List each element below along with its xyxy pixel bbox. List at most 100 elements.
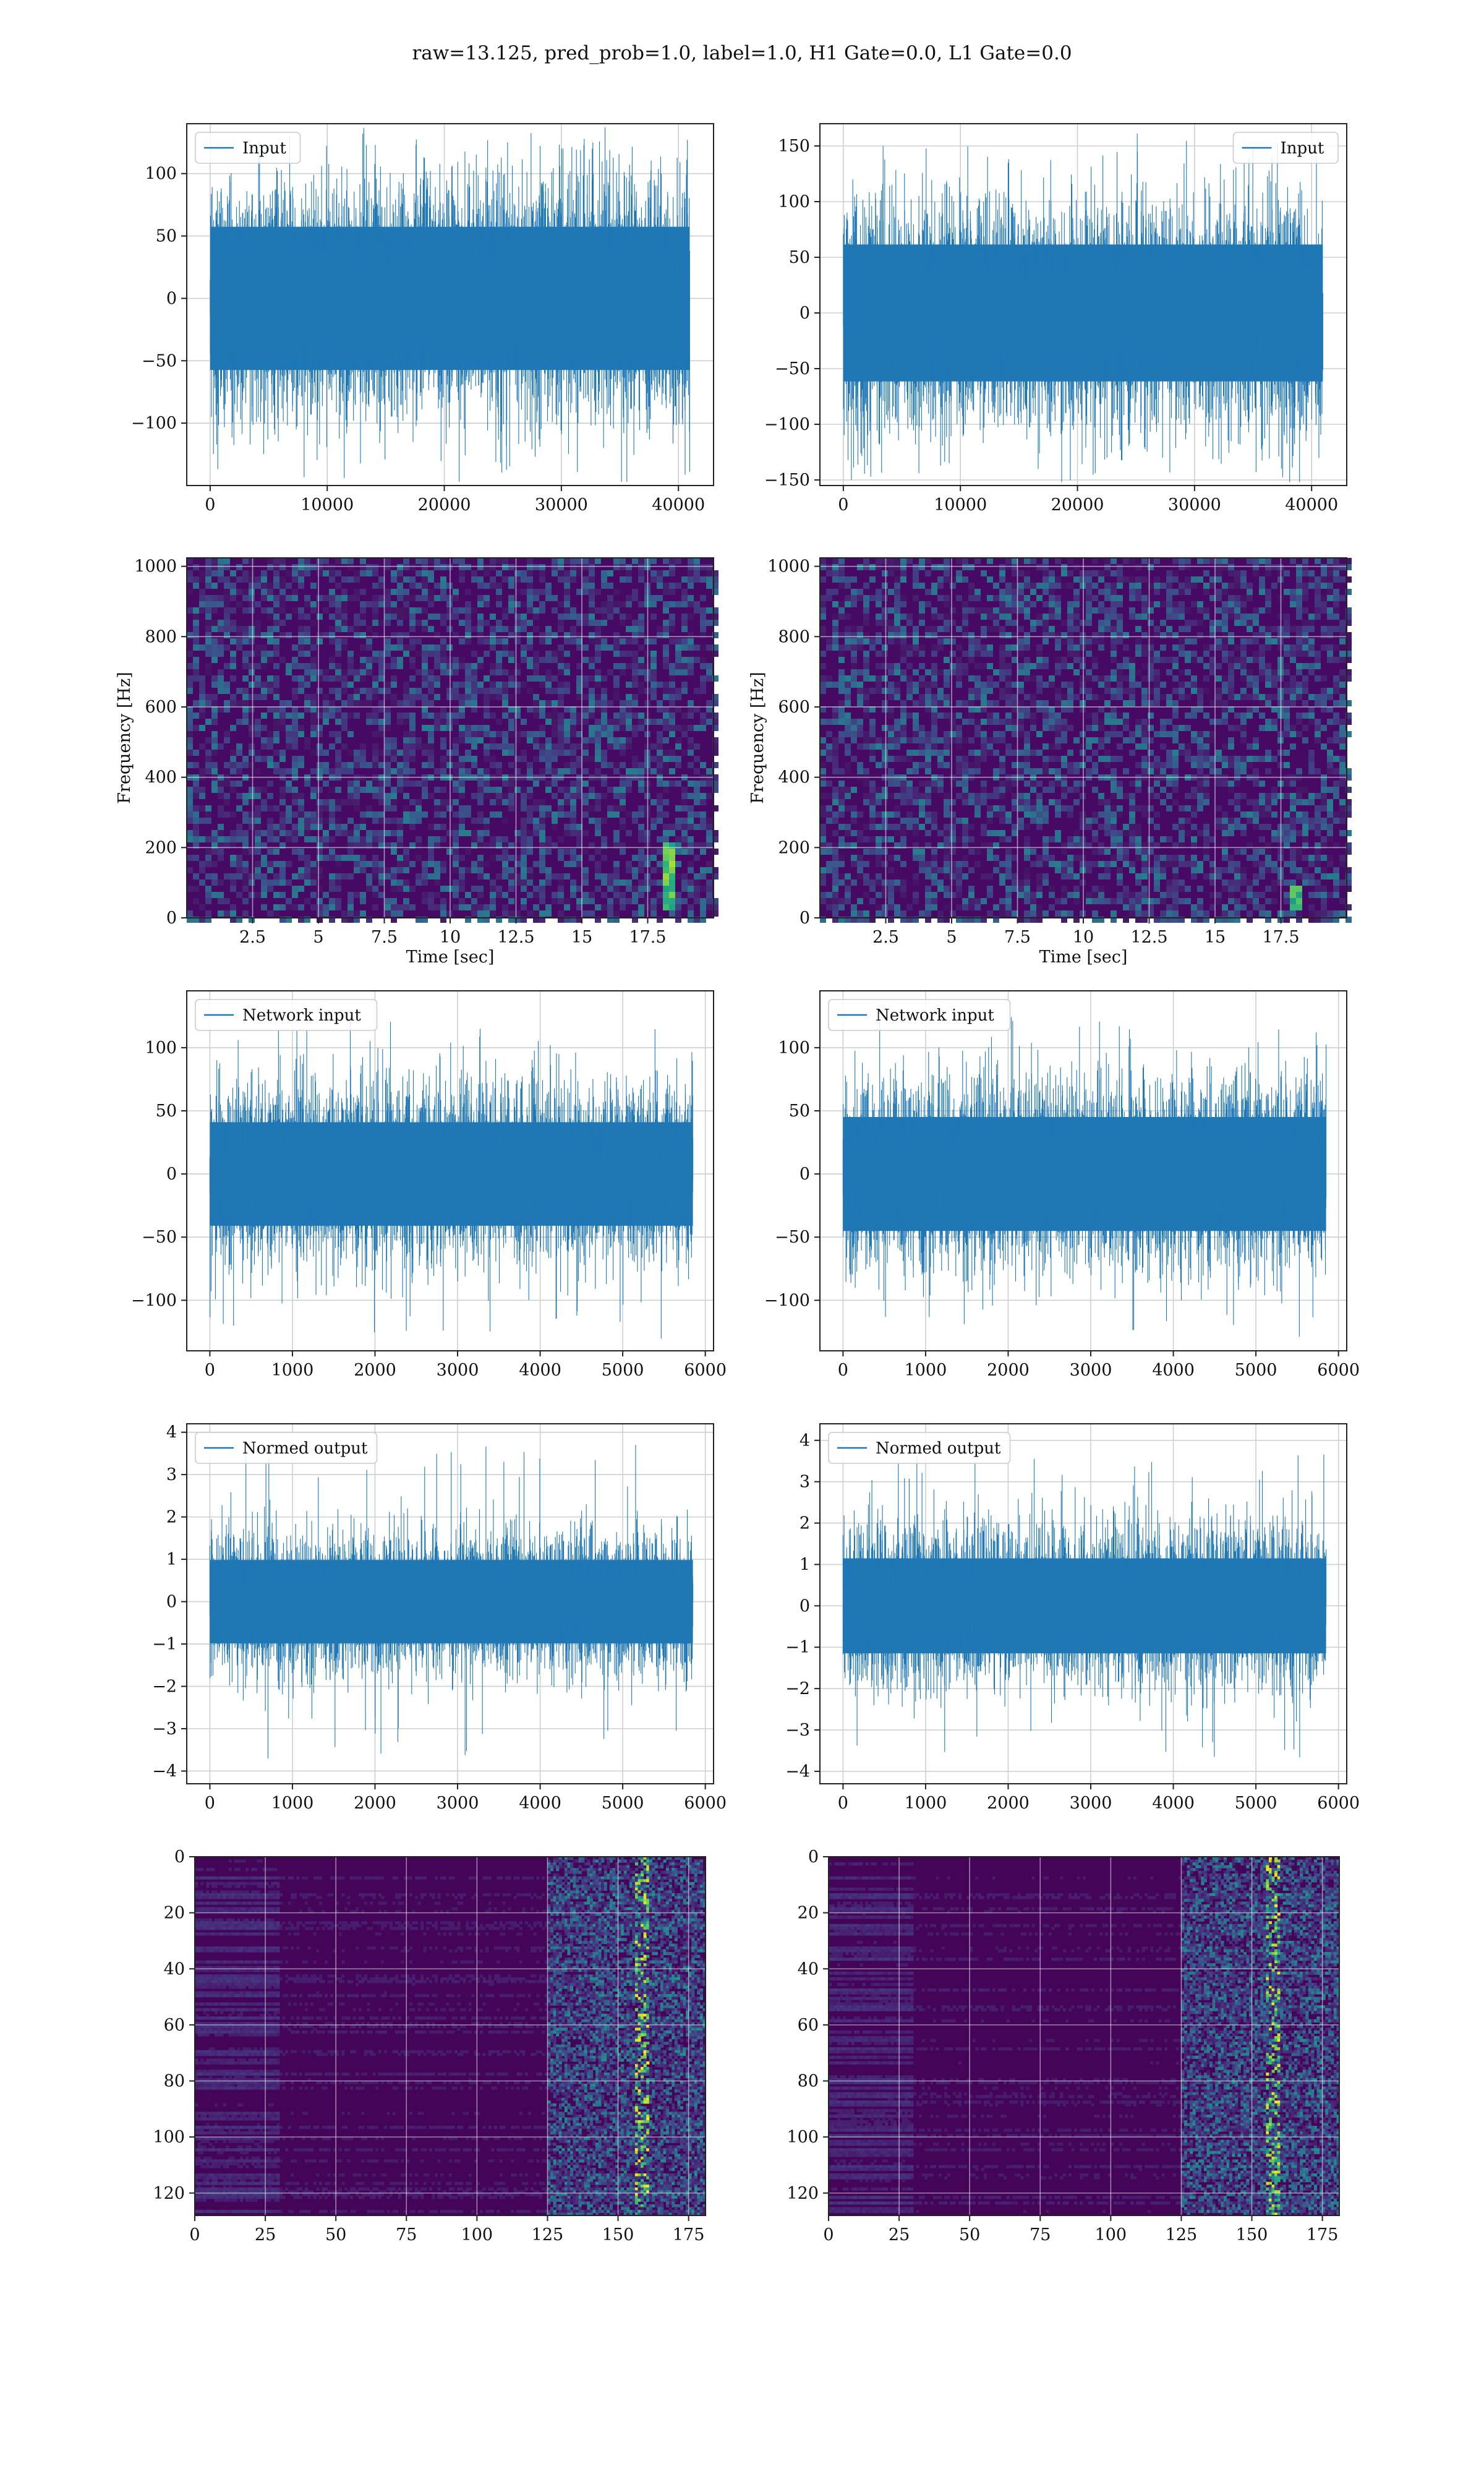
heatmap-cell (1030, 601, 1036, 607)
heatmap-cell (906, 682, 913, 688)
heatmap-cell (582, 743, 589, 750)
heatmap-cell (1061, 725, 1067, 731)
heatmap-cell (1315, 737, 1321, 743)
heatmap-cell (298, 688, 304, 694)
heatmap-cell (416, 842, 422, 849)
heatmap-cell (1333, 558, 1339, 564)
heatmap-cell (1135, 595, 1141, 601)
heatmap-cell (845, 688, 851, 694)
heatmap-cell (193, 644, 199, 651)
heatmap-cell (273, 805, 279, 811)
heatmap-cell (533, 917, 539, 923)
heatmap-cell (944, 558, 950, 564)
heatmap-cell (545, 756, 552, 762)
heatmap-cell (267, 589, 273, 595)
heatmap-cell (869, 793, 876, 799)
heatmap-cell (894, 576, 900, 583)
heatmap-cell (1049, 799, 1055, 805)
heatmap-cell (440, 805, 446, 811)
heatmap-cell (1129, 799, 1135, 805)
heatmap-cell (261, 570, 267, 576)
heatmap-cell (403, 818, 409, 824)
heatmap-cell (539, 700, 545, 706)
heatmap-cell (925, 781, 931, 787)
heatmap-cell (552, 570, 558, 576)
heatmap-cell (688, 632, 694, 638)
heatmap-cell (242, 626, 249, 632)
heatmap-cell (570, 719, 576, 725)
heatmap-cell (416, 694, 422, 700)
heatmap-cell (1135, 669, 1141, 675)
heatmap-cell (919, 614, 925, 620)
heatmap-cell (1228, 781, 1234, 787)
heatmap-cell (527, 620, 533, 626)
heatmap-cell (490, 626, 496, 632)
heatmap-cell (626, 570, 632, 576)
heatmap-cell (205, 892, 211, 898)
heatmap-cell (453, 632, 459, 638)
heatmap-cell (558, 910, 564, 917)
heatmap-cell (620, 880, 626, 886)
heatmap-cell (267, 880, 273, 886)
heatmap-cell (267, 824, 273, 830)
heatmap-cell (595, 644, 601, 651)
heatmap-cell (205, 836, 211, 842)
heatmap-cell (1080, 781, 1086, 787)
heatmap-cell (409, 725, 416, 731)
heatmap-cell (440, 595, 446, 601)
heatmap-cell (1061, 632, 1067, 638)
heatmap-cell (255, 805, 261, 811)
y-tick-label: −100 (131, 414, 177, 433)
heatmap-cell (663, 682, 669, 688)
heatmap-cell (477, 799, 484, 805)
heatmap-cell (416, 620, 422, 626)
heatmap-cell (1179, 607, 1185, 614)
heatmap-cell (514, 638, 521, 644)
heatmap-cell (317, 768, 323, 774)
heatmap-cell (589, 576, 595, 583)
heatmap-cell (968, 638, 974, 644)
heatmap-cell (1141, 700, 1148, 706)
heatmap-cell (471, 867, 477, 873)
heatmap-cell (187, 737, 193, 743)
heatmap-cell (348, 849, 354, 855)
heatmap-cell (527, 688, 533, 694)
heatmap-cell (706, 700, 712, 706)
heatmap-cell (249, 824, 255, 830)
heatmap-cell (428, 731, 434, 737)
heatmap-cell (1203, 644, 1209, 651)
heatmap-cell (944, 743, 950, 750)
heatmap-cell (675, 657, 681, 663)
heatmap-cell (1259, 694, 1265, 700)
heatmap-cell (428, 713, 434, 719)
heatmap-cell (1222, 589, 1228, 595)
heatmap-cell (434, 892, 440, 898)
heatmap-cell (832, 632, 838, 638)
heatmap-cell (310, 873, 317, 880)
heatmap-cell (1333, 700, 1339, 706)
heatmap-cell (1117, 583, 1123, 589)
heatmap-cell (1228, 799, 1234, 805)
heatmap-cell (205, 570, 211, 576)
heatmap-cell (1203, 731, 1209, 737)
heatmap-cell (1228, 669, 1234, 675)
heatmap-cell (502, 910, 508, 917)
heatmap-cell (576, 638, 582, 644)
heatmap-cell (1135, 644, 1141, 651)
heatmap-cell (335, 719, 341, 725)
heatmap-cell (589, 620, 595, 626)
heatmap-cell (446, 644, 453, 651)
heatmap-cell (626, 614, 632, 620)
heatmap-cell (329, 632, 335, 638)
heatmap-cell (1080, 576, 1086, 583)
heatmap-cell (354, 620, 360, 626)
heatmap-cell (1197, 657, 1203, 663)
heatmap-cell (944, 731, 950, 737)
heatmap-cell (199, 861, 205, 867)
heatmap-cell (329, 706, 335, 713)
heatmap-cell (335, 706, 341, 713)
heatmap-cell (950, 669, 956, 675)
heatmap-cell (894, 614, 900, 620)
heatmap-cell (632, 892, 638, 898)
heatmap-cell (267, 867, 273, 873)
